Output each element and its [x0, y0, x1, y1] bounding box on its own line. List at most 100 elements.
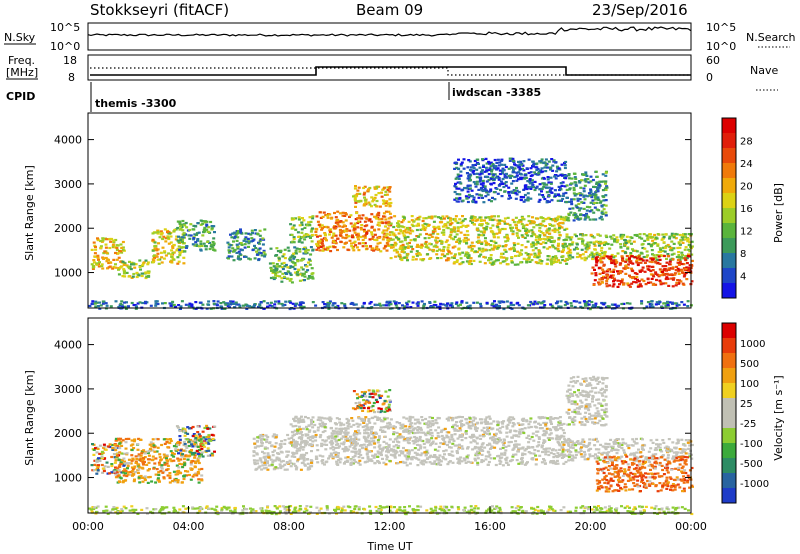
- data-cell: [114, 300, 118, 303]
- data-cell: [500, 456, 504, 459]
- data-cell: [604, 241, 608, 244]
- data-cell: [293, 246, 297, 249]
- data-cell: [665, 276, 669, 279]
- data-cell: [122, 269, 126, 272]
- data-cell: [650, 300, 654, 303]
- data-cell: [300, 461, 304, 465]
- data-cell: [252, 305, 255, 308]
- data-cell: [487, 216, 491, 219]
- data-cell: [361, 242, 365, 245]
- data-cell: [632, 240, 636, 243]
- data-cell: [279, 249, 283, 252]
- data-cell: [593, 185, 597, 189]
- data-cell: [363, 242, 367, 245]
- data-cell: [294, 271, 298, 274]
- data-cell: [529, 171, 533, 174]
- data-cell: [259, 238, 263, 241]
- data-cell: [663, 273, 667, 276]
- data-cell: [384, 201, 388, 205]
- data-cell: [280, 262, 284, 265]
- data-cell: [356, 221, 360, 225]
- data-cell: [410, 223, 414, 226]
- data-cell: [334, 234, 338, 237]
- data-cell: [299, 445, 303, 449]
- data-cell: [187, 234, 191, 237]
- data-cell: [382, 202, 386, 205]
- data-cell: [151, 232, 155, 235]
- data-cell: [397, 237, 401, 241]
- data-cell: [297, 437, 301, 440]
- data-cell: [377, 437, 381, 440]
- data-cell: [527, 230, 531, 233]
- data-cell: [654, 271, 658, 274]
- data-cell: [469, 246, 473, 249]
- data-cell: [547, 238, 551, 241]
- data-cell: [610, 243, 614, 246]
- data-cell: [409, 436, 413, 439]
- data-cell: [594, 302, 598, 305]
- data-cell: [672, 247, 676, 250]
- data-cell: [618, 271, 622, 275]
- data-cell: [283, 248, 287, 251]
- data-cell: [527, 219, 531, 223]
- data-cell: [260, 442, 264, 445]
- data-cell: [148, 475, 152, 479]
- data-cell: [385, 229, 389, 232]
- data-cell: [142, 463, 146, 466]
- data-cell: [389, 216, 393, 219]
- data-cell: [308, 444, 312, 447]
- data-cell: [288, 307, 292, 311]
- data-cell: [556, 244, 560, 247]
- data-cell: [295, 452, 299, 455]
- data-cell: [323, 463, 326, 466]
- data-cell: [271, 435, 275, 438]
- data-cell: [306, 417, 310, 420]
- data-cell: [467, 159, 471, 162]
- data-cell: [686, 254, 690, 258]
- data-cell: [301, 258, 305, 261]
- data-cell: [540, 167, 544, 170]
- data-cell: [464, 195, 468, 198]
- data-cell: [536, 217, 540, 220]
- data-cell: [132, 262, 136, 265]
- data-cell: [101, 267, 105, 270]
- data-cell: [94, 300, 98, 303]
- data-cell: [545, 183, 549, 186]
- data-cell: [567, 213, 571, 217]
- data-cell: [291, 434, 295, 437]
- data-cell: [457, 252, 461, 255]
- data-cell: [322, 211, 326, 214]
- nsky-frame: [87, 22, 692, 51]
- data-cell: [575, 235, 578, 238]
- data-cell: [439, 256, 443, 260]
- data-cell: [114, 266, 118, 269]
- data-cell: [335, 219, 339, 222]
- data-cell: [383, 186, 386, 189]
- data-cell: [184, 221, 188, 225]
- data-cell: [364, 201, 368, 204]
- data-cell: [277, 302, 281, 305]
- data-cell: [170, 249, 174, 252]
- data-cell: [281, 465, 285, 468]
- data-cell: [115, 467, 119, 470]
- data-cell: [119, 302, 123, 306]
- data-cell: [615, 241, 619, 244]
- data-cell: [126, 467, 129, 470]
- data-cell: [373, 186, 377, 189]
- data-cell: [596, 306, 600, 309]
- data-cell: [462, 167, 466, 170]
- data-cell: [196, 431, 200, 434]
- data-cell: [163, 442, 167, 445]
- data-cell: [127, 437, 131, 440]
- freq-right-tick-bottom: 0: [706, 71, 713, 84]
- data-cell: [305, 441, 309, 444]
- data-cell: [492, 262, 496, 265]
- data-cell: [289, 223, 293, 226]
- data-cell: [585, 212, 588, 215]
- data-cell: [496, 226, 500, 229]
- site-title: Stokkseyri (fitACF): [90, 1, 229, 19]
- data-cell: [309, 246, 313, 249]
- data-cell: [570, 203, 574, 206]
- data-cell: [497, 184, 501, 187]
- data-cell: [400, 250, 404, 253]
